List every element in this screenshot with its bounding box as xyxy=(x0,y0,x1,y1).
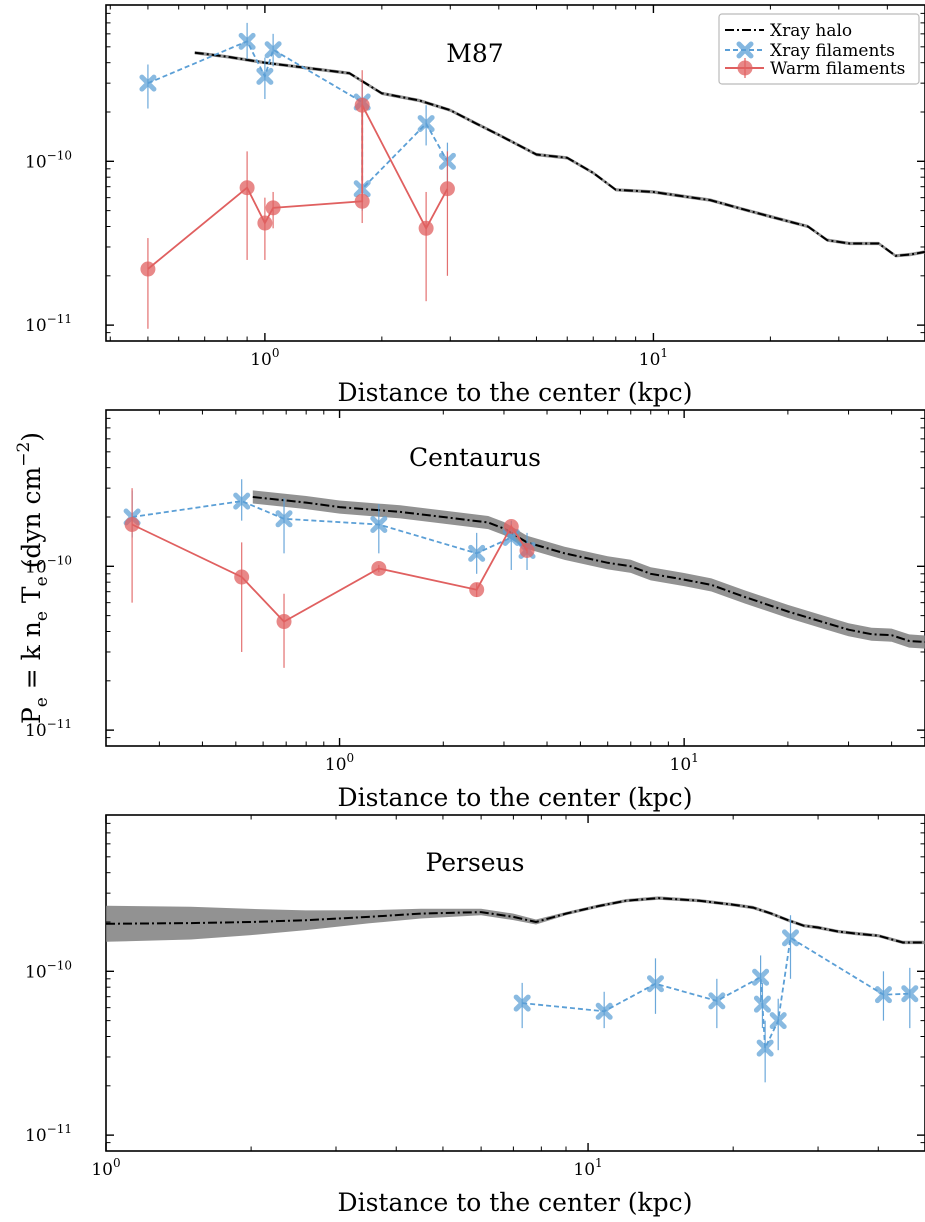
data-point-xray-filament xyxy=(256,67,274,85)
data-point-xray-filament xyxy=(264,41,282,59)
data-point-warm-filament xyxy=(265,200,281,216)
data-point-warm-filament xyxy=(418,220,434,236)
x-tick-label: 101 xyxy=(573,1156,602,1180)
axis-ticks-m87: 100 101 10−11 10−10 xyxy=(25,4,925,370)
data-point-warm-filament xyxy=(354,97,370,113)
data-point-xray-filament xyxy=(781,929,799,947)
data-point-xray-filament xyxy=(769,1012,787,1030)
legend-label-xfil: Xray filaments xyxy=(770,41,895,61)
axis-ticks-centaurus: 100 101 10−11 10−10 xyxy=(25,409,925,775)
data-point-xray-filament xyxy=(513,994,531,1012)
y-tick-label: 10−10 xyxy=(25,553,72,577)
data-point-xray-filament xyxy=(595,1002,613,1020)
x-axis-label-perseus: Distance to the center (kpc) xyxy=(338,1188,693,1217)
data-point-warm-filament xyxy=(519,542,535,558)
panel-title-perseus: Perseus xyxy=(426,848,525,877)
data-point-xray-filament xyxy=(874,986,892,1004)
data-point-xray-filament xyxy=(752,968,770,986)
data-point-xray-filament xyxy=(233,492,251,510)
legend-box xyxy=(718,13,920,85)
chart-marks-m87 xyxy=(139,22,925,329)
legend-label-warm: Warm filaments xyxy=(770,59,905,79)
y-tick-label: 10−11 xyxy=(25,1122,72,1146)
panel-title-centaurus: Centaurus xyxy=(409,443,541,472)
data-point-warm-filament xyxy=(257,215,273,231)
data-point-warm-filament xyxy=(371,560,387,576)
data-point-xray-filament xyxy=(753,995,771,1013)
panel-centaurus: 100 101 10−11 10−10 Centaurus Distance to t… xyxy=(25,409,925,812)
series-line-xray-halo xyxy=(194,51,925,257)
y-axis-label: Pe = k ne Te (dyn cm−2) xyxy=(14,432,52,724)
panel-title-m87: M87 xyxy=(446,39,503,68)
data-point-xray-filament xyxy=(708,992,726,1010)
y-tick-label: 10−10 xyxy=(25,958,72,982)
data-point-warm-filament xyxy=(124,516,140,532)
chart-marks-centaurus xyxy=(123,479,925,668)
series-line-xray-halo xyxy=(252,496,925,643)
data-point-warm-filament xyxy=(439,181,455,197)
legend-label-halo: Xray halo xyxy=(770,21,852,41)
data-point-xray-filament xyxy=(139,74,157,92)
x-tick-label: 100 xyxy=(250,346,279,370)
plot-area-perseus xyxy=(105,814,925,1152)
x-tick-label: 100 xyxy=(91,1156,120,1180)
x-tick-label: 101 xyxy=(639,346,668,370)
data-point-xray-filament xyxy=(275,510,293,528)
data-point-xray-filament xyxy=(756,1039,774,1057)
data-point-warm-filament xyxy=(234,569,250,585)
y-tick-label: 10−10 xyxy=(25,148,72,172)
legend-swatch-xfil-marker xyxy=(736,41,754,59)
data-point-warm-filament xyxy=(276,614,292,630)
data-point-xray-filament xyxy=(468,544,486,562)
x-tick-label: 100 xyxy=(325,751,354,775)
legend: Xray halo Xray filaments Warm filaments xyxy=(718,13,920,85)
x-axis-label-m87: Distance to the center (kpc) xyxy=(338,378,693,407)
data-point-warm-filament xyxy=(354,193,370,209)
data-point-warm-filament xyxy=(239,180,255,196)
data-point-xray-filament xyxy=(238,32,256,50)
axis-ticks-perseus: 100 101 10−11 10−10 xyxy=(25,814,925,1180)
data-point-xray-filament xyxy=(646,975,664,993)
panel-m87: 100 101 10−11 10−10 M87 Distance to the cen… xyxy=(25,4,925,407)
data-point-warm-filament xyxy=(469,582,485,598)
x-axis-label-centaurus: Distance to the center (kpc) xyxy=(338,783,693,812)
panel-perseus: 100 101 10−11 10−10 Perseus Distance to the… xyxy=(25,814,925,1217)
data-point-xray-filament xyxy=(370,515,388,533)
legend-swatch-warm-marker xyxy=(737,60,753,76)
data-point-xray-filament xyxy=(901,985,919,1003)
chart-marks-perseus xyxy=(106,896,925,1083)
data-point-warm-filament xyxy=(503,519,519,535)
data-point-xray-filament xyxy=(417,115,435,133)
series-line-xray-halo xyxy=(106,897,925,944)
data-point-warm-filament xyxy=(140,261,156,277)
y-tick-label: 10−11 xyxy=(25,312,72,336)
y-tick-label: 10−11 xyxy=(25,717,72,741)
halo-uncertainty-band xyxy=(252,490,925,649)
x-tick-label: 101 xyxy=(670,751,699,775)
halo-uncertainty-band xyxy=(106,896,925,945)
